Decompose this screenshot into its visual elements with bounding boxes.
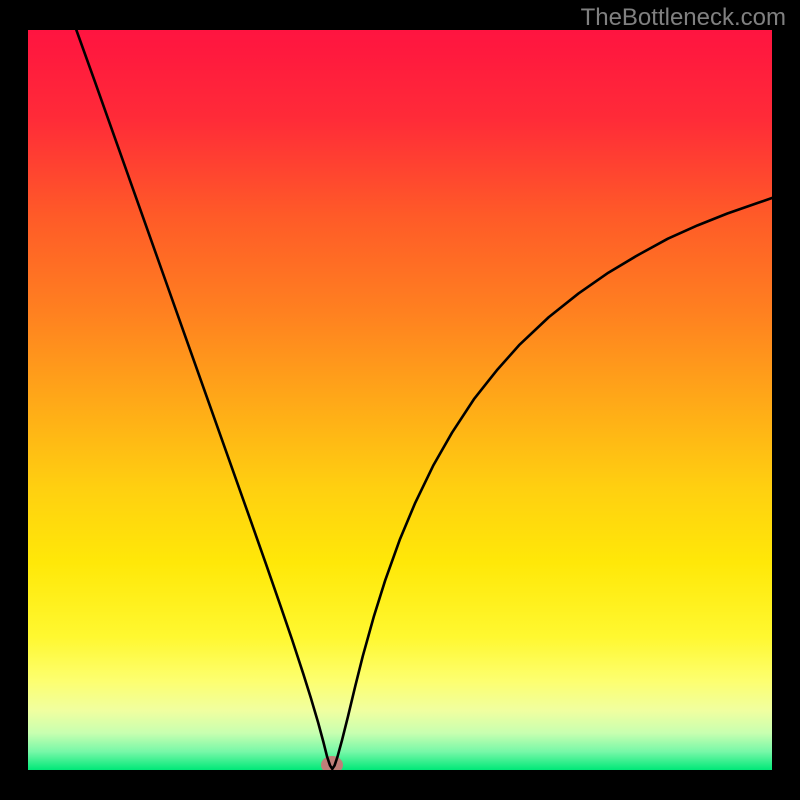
- bottleneck-curve: [28, 30, 772, 770]
- plot-area: [28, 30, 772, 770]
- watermark-text: TheBottleneck.com: [581, 4, 786, 32]
